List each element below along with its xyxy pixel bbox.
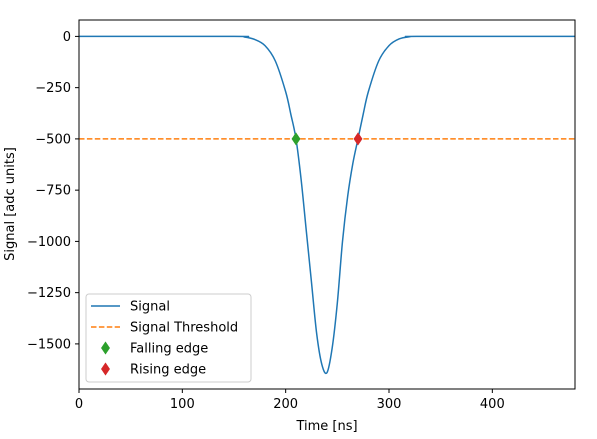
plot-frame xyxy=(78,19,576,390)
legend-label-signal-threshold: Signal Threshold xyxy=(130,321,238,336)
y-axis: 0 −250 −500 −750 −1000 −1250 −1500 xyxy=(27,30,79,352)
x-tick-label: 100 xyxy=(170,397,195,412)
x-tick-label: 400 xyxy=(480,397,505,412)
x-tick-label: 300 xyxy=(377,397,402,412)
series-layer xyxy=(78,35,576,375)
x-tick-label: 0 xyxy=(75,397,83,412)
y-tick-label: −1500 xyxy=(27,337,71,352)
y-tick-label: −1250 xyxy=(27,286,71,301)
legend: Signal Signal Threshold Falling edge Rising… xyxy=(85,293,252,383)
y-tick-label: −500 xyxy=(35,132,71,147)
y-tick-label: −750 xyxy=(35,184,71,199)
rising-edge-marker xyxy=(353,132,363,146)
y-tick-label: −1000 xyxy=(27,235,71,250)
y-tick-label: −250 xyxy=(35,81,71,96)
x-axis-title: Time [ns] xyxy=(295,419,357,434)
x-tick-label: 200 xyxy=(273,397,298,412)
legend-label-falling-edge: Falling edge xyxy=(130,342,208,357)
falling-edge-marker xyxy=(291,132,301,146)
signal-line xyxy=(78,35,576,375)
legend-box xyxy=(85,293,252,383)
legend-swatch-falling-edge xyxy=(100,341,111,355)
x-axis: 0 100 200 300 400 xyxy=(75,389,505,412)
legend-swatch-rising-edge xyxy=(100,362,111,376)
y-axis-title: Signal [adc units] xyxy=(3,147,18,261)
legend-label-rising-edge: Rising edge xyxy=(130,363,206,378)
y-tick-label: 0 xyxy=(63,30,71,45)
legend-label-signal: Signal xyxy=(130,300,170,315)
